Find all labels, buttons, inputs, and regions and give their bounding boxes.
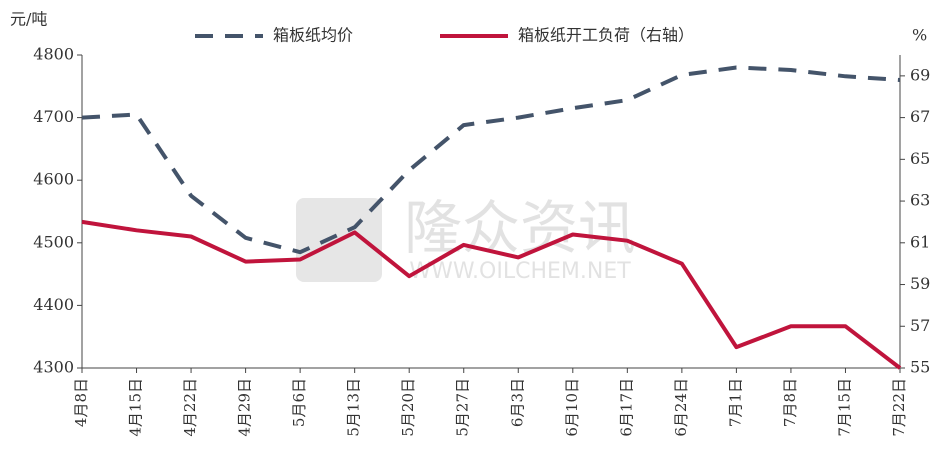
legend-label: 箱板纸开工负荷（右轴） [518, 26, 694, 45]
x-tick-label: 7月22日 [890, 378, 908, 437]
y2-tick-label: 69 [910, 65, 930, 84]
x-tick-label: 4月22日 [181, 378, 199, 437]
y-tick-label: 4300 [33, 358, 74, 377]
y-tick-label: 4600 [33, 170, 74, 189]
x-tick-label: 7月15日 [835, 378, 853, 437]
watermark-text: 隆众资讯 [404, 194, 636, 262]
legend-label: 箱板纸均价 [273, 26, 353, 45]
y-tick-label: 4800 [33, 45, 74, 64]
y-tick-label: 4500 [33, 232, 74, 251]
y2-tick-label: 59 [910, 274, 930, 293]
x-tick-label: 6月17日 [617, 378, 635, 437]
y2-tick-label: 63 [910, 191, 930, 210]
x-tick-label: 5月20日 [399, 378, 417, 437]
x-tick-label: 6月24日 [672, 378, 690, 437]
y2-tick-label: 57 [910, 316, 930, 335]
y-tick-label: 4400 [33, 295, 74, 314]
y2-tick-label: 55 [910, 358, 930, 377]
y-tick-label: 4700 [33, 107, 74, 126]
y2-axis-label: % [912, 26, 927, 45]
x-tick-label: 6月3日 [508, 378, 526, 427]
x-tick-label: 5月13日 [345, 378, 363, 437]
watermark: 隆众资讯 WWW.OILCHEM.NET [296, 194, 636, 284]
x-tick-label: 6月10日 [563, 378, 581, 437]
y2-tick-label: 65 [910, 149, 930, 168]
x-tick-label: 4月8日 [72, 378, 90, 427]
y2-tick-label: 61 [910, 232, 930, 251]
x-tick-label: 7月8日 [781, 378, 799, 427]
watermark-url: WWW.OILCHEM.NET [409, 259, 631, 284]
series-line [81, 219, 902, 370]
y-axis-label: 元/吨 [10, 10, 47, 29]
x-tick-label: 5月27日 [454, 378, 472, 437]
y2-tick-label: 67 [910, 107, 930, 126]
series-line [81, 65, 901, 255]
x-tick-label: 4月15日 [127, 378, 145, 437]
x-tick-label: 4月29日 [236, 378, 254, 437]
x-tick-label: 7月1日 [726, 378, 744, 427]
x-tick-label: 5月6日 [290, 378, 308, 427]
